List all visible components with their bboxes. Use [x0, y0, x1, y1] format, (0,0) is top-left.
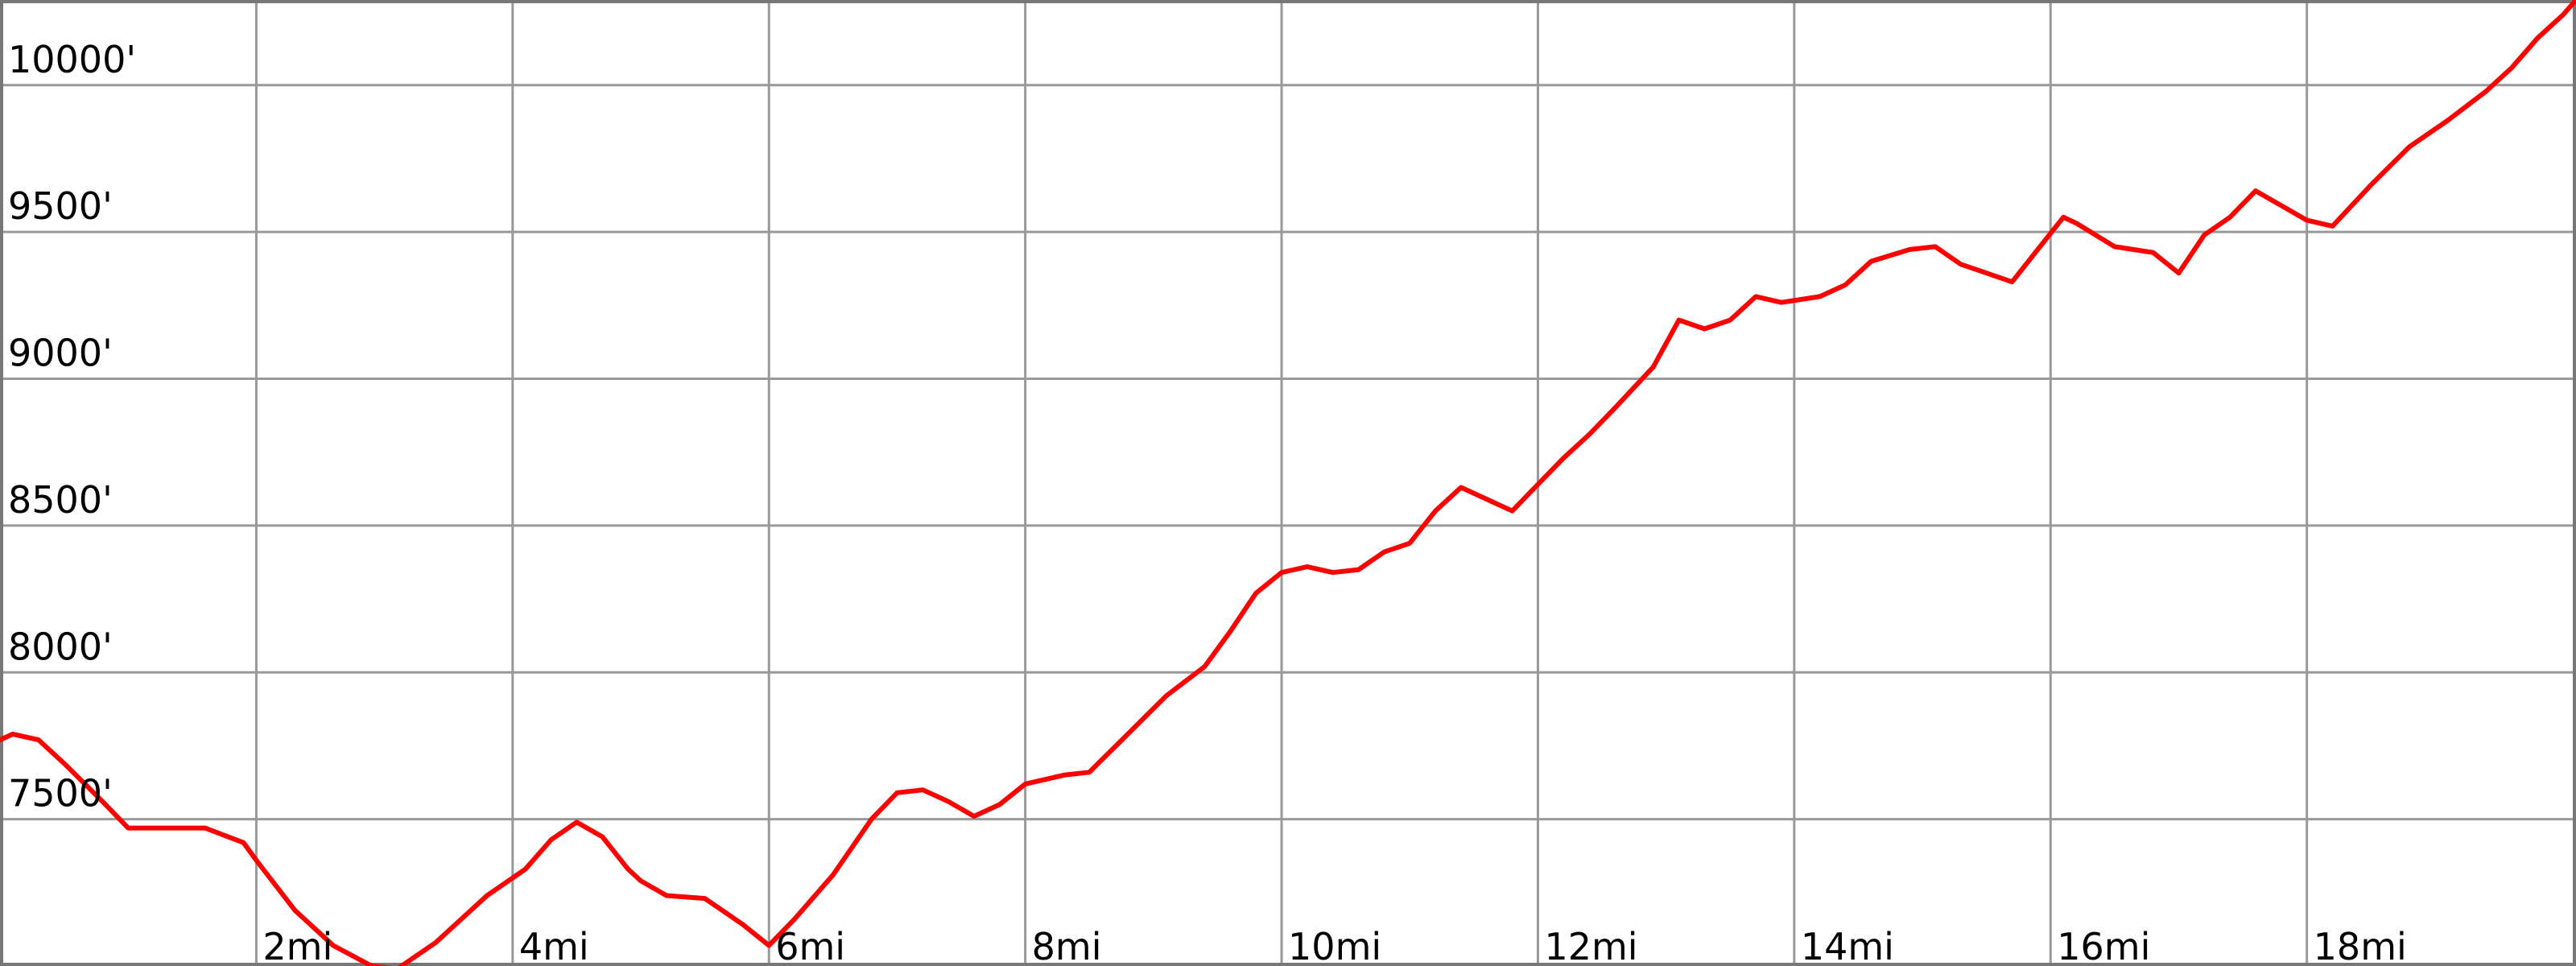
y-tick-label: 7500' [8, 772, 113, 815]
y-tick-label: 8500' [8, 478, 113, 522]
x-tick-label: 4mi [519, 925, 589, 966]
horizontal-grid-lines [0, 84, 2576, 821]
x-tick-labels: 2mi 4mi 6mi 8mi 10mi 12mi 14mi 16mi 18mi [262, 925, 2406, 966]
x-tick-label: 18mi [2314, 925, 2407, 966]
x-tick-label: 16mi [2057, 925, 2150, 966]
y-tick-label: 10000' [8, 38, 136, 81]
y-tick-label: 8000' [8, 625, 113, 668]
y-tick-labels: 7500' 8000' 8500' 9000' 9500' 10000' [8, 38, 136, 815]
x-tick-label: 12mi [1544, 925, 1637, 966]
y-tick-label: 9000' [8, 332, 113, 375]
x-tick-label: 10mi [1288, 925, 1381, 966]
x-tick-label: 14mi [1801, 925, 1894, 966]
x-tick-label: 8mi [1032, 925, 1102, 966]
y-tick-label: 9500' [8, 184, 113, 228]
x-tick-label: 2mi [262, 925, 332, 966]
x-tick-label: 6mi [775, 925, 845, 966]
